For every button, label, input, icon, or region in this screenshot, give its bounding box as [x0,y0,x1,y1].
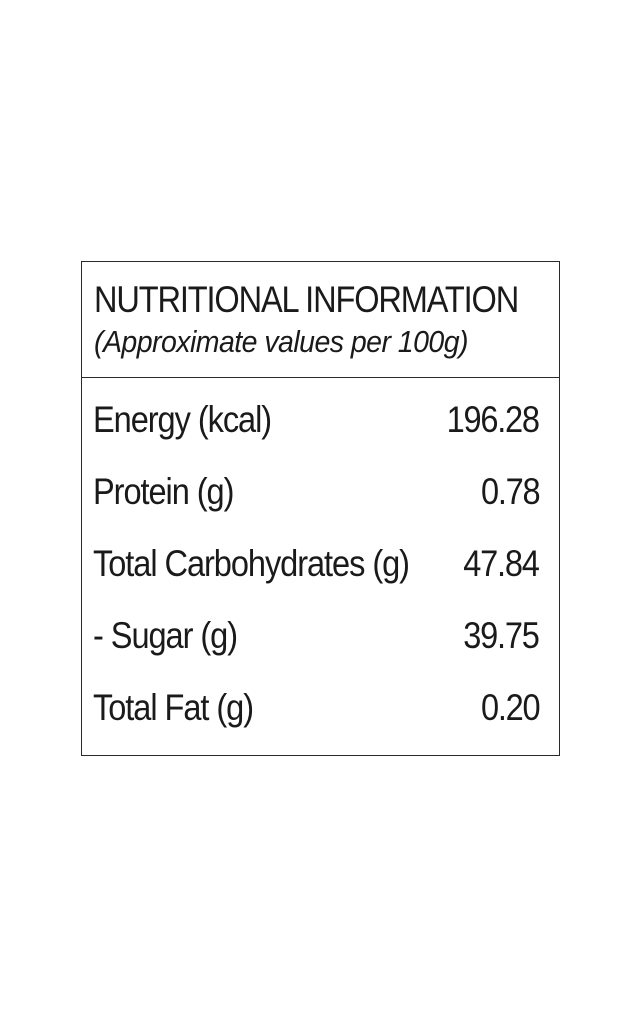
nutrient-label: Total Carbohydrates (g) [93,543,410,584]
nutrient-row-sugar: - Sugar (g) 39.75 [82,600,559,672]
nutrient-label: Total Fat (g) [93,687,254,728]
nutrient-value: 0.78 [480,471,541,512]
nutrient-value: 0.20 [480,687,541,728]
nutrient-value: 39.75 [463,615,541,656]
nutrient-row-protein: Protein (g) 0.78 [82,456,559,528]
nutrient-value: 47.84 [463,543,541,584]
nutrient-row-carbohydrates: Total Carbohydrates (g) 47.84 [82,528,559,600]
nutrition-panel: NUTRITIONAL INFORMATION (Approximate val… [81,261,560,756]
nutrient-label: Energy (kcal) [93,399,272,440]
nutrient-label: - Sugar (g) [93,615,238,656]
nutrition-subtitle: (Approximate values per 100g) [94,324,469,359]
nutrient-list: Energy (kcal) 196.28 Protein (g) 0.78 To… [82,384,559,744]
nutrition-header: NUTRITIONAL INFORMATION (Approximate val… [82,262,559,378]
nutrient-value: 196.28 [446,399,540,440]
nutrient-label: Protein (g) [93,471,234,512]
nutrition-title: NUTRITIONAL INFORMATION [94,279,519,320]
nutrient-row-fat: Total Fat (g) 0.20 [82,672,559,744]
nutrient-row-energy: Energy (kcal) 196.28 [82,384,559,456]
